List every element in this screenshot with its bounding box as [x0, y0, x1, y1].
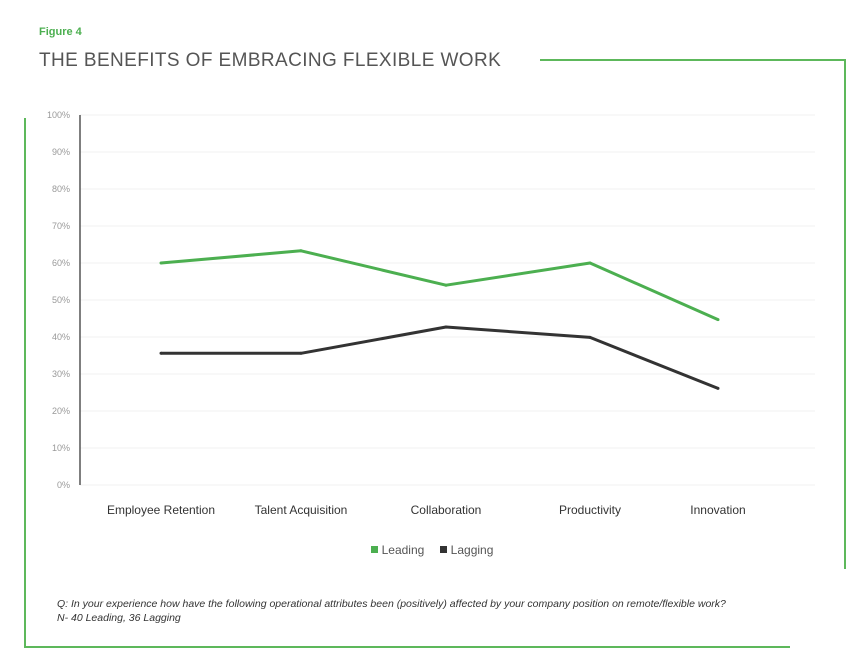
y-tick-label: 70%	[52, 221, 70, 231]
series-lines	[159, 249, 720, 390]
y-axis-ticks: 0% 10% 20% 30% 40% 50% 60% 70% 80% 90% 100%	[47, 110, 70, 490]
legend-item-leading: Leading	[370, 542, 425, 557]
data-point-lagging	[716, 386, 720, 390]
y-tick-label: 10%	[52, 443, 70, 453]
data-point-leading	[588, 261, 592, 265]
y-tick-label: 40%	[52, 332, 70, 342]
data-point-lagging	[159, 351, 163, 355]
data-point-lagging	[444, 325, 448, 329]
x-axis-categories: Employee Retention Talent Acquisition Coll…	[107, 503, 746, 517]
legend-swatch-leading	[370, 546, 378, 553]
frame-bottom-line	[24, 646, 790, 648]
frame-top-line	[540, 59, 846, 61]
x-category-label: Collaboration	[411, 503, 482, 517]
legend-swatch-lagging	[439, 546, 447, 553]
figure-label: Figure 4	[39, 26, 82, 38]
data-point-lagging	[588, 335, 592, 339]
legend-item-lagging: Lagging	[439, 542, 494, 557]
series-line-lagging	[161, 325, 719, 390]
y-tick-label: 100%	[47, 110, 70, 120]
x-category-label: Employee Retention	[107, 503, 215, 517]
data-point-leading	[299, 249, 303, 253]
legend-label-lagging: Lagging	[450, 542, 494, 557]
chart-title: THE BENEFITS OF EMBRACING FLEXIBLE WORK	[39, 50, 502, 71]
y-tick-label: 60%	[52, 258, 70, 268]
footnote: Q: In your experience how have the follo…	[57, 597, 726, 625]
y-tick-label: 50%	[52, 295, 70, 305]
x-category-label: Talent Acquisition	[255, 503, 348, 517]
y-tick-label: 30%	[52, 369, 70, 379]
series-line-leading	[160, 249, 719, 321]
frame-right-line	[844, 59, 846, 569]
grid-lines	[80, 114, 815, 486]
y-tick-label: 0%	[57, 480, 70, 490]
x-category-label: Productivity	[559, 503, 621, 517]
y-tick-label: 90%	[52, 147, 70, 157]
data-point-leading	[716, 318, 720, 322]
x-category-label: Innovation	[690, 503, 745, 517]
data-point-leading	[444, 283, 448, 287]
y-tick-label: 20%	[52, 406, 70, 416]
data-point-leading	[159, 261, 163, 265]
data-point-lagging	[299, 351, 303, 355]
footnote-question: Q: In your experience how have the follo…	[57, 598, 726, 610]
footnote-sample: N- 40 Leading, 36 Lagging	[57, 612, 181, 624]
legend-label-leading: Leading	[381, 542, 425, 557]
legend: Leading Lagging	[0, 542, 864, 557]
y-tick-label: 80%	[52, 184, 70, 194]
frame-left-line	[24, 118, 26, 648]
